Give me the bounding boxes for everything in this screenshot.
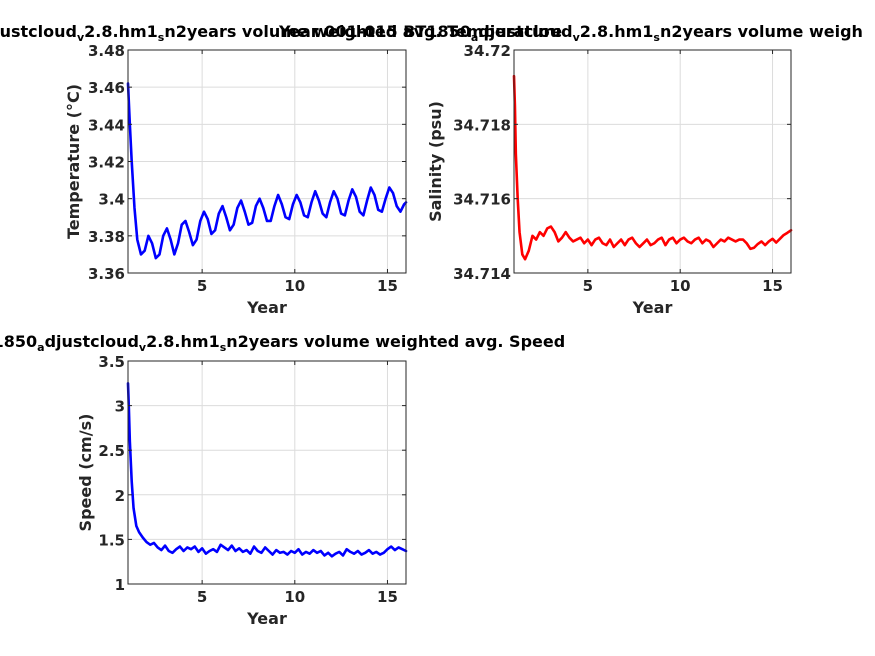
chart-panel-1: 5 10 15 3.36 3.38 3.4 3.42 3.44 3.46 3.48 Year Temp… <box>64 42 408 317</box>
y-tick-label: 3.42 <box>88 154 125 172</box>
chart-panel-2: 5 10 15 34.714 34.716 34.718 34.72 Year Salinity… <box>426 42 793 317</box>
title-segment: djustcloud <box>45 332 139 351</box>
chart-title: T1850adjustcloudv2.8.hm1sn2years volume … <box>0 22 562 44</box>
series-line-1 <box>126 82 408 260</box>
series-line-1 <box>126 382 408 558</box>
title-subscript: s <box>158 31 165 44</box>
x-tick-label: 15 <box>377 588 398 606</box>
title-segment: 5 BT1850 <box>0 332 37 351</box>
x-tick-label: 15 <box>762 277 783 295</box>
series-line-1 <box>512 74 793 261</box>
title-subscript: v <box>77 31 85 44</box>
title-segment: 2.8.hm1 <box>580 22 654 41</box>
y-axis-label: Temperature (°C) <box>64 84 83 239</box>
y-tick-label: 3.4 <box>98 191 125 209</box>
y-tick-label: 3.48 <box>88 42 125 60</box>
title-segment: n2years volume weigh <box>660 22 863 41</box>
title-segment: n2years volume weighted avg. Speed <box>226 332 565 351</box>
title-subscript: s <box>653 31 660 44</box>
plot-area <box>128 361 406 584</box>
plot-area <box>514 50 791 273</box>
y-tick-label: 3.5 <box>98 353 125 371</box>
title-subscript: v <box>573 31 581 44</box>
title-subscript: a <box>37 341 44 354</box>
x-tick-label: 15 <box>377 277 398 295</box>
axes-box <box>127 360 407 585</box>
y-tick-label: 3.46 <box>88 79 125 97</box>
chart-title-overlap: Year 001-015 BT1850adjustcloudv2.8.hm1sn… <box>278 22 863 44</box>
chart-title: 5 BT1850adjustcloudv2.8.hm1sn2years volu… <box>0 332 565 354</box>
x-tick-label: 10 <box>670 277 691 295</box>
x-tick-label: 5 <box>197 588 207 606</box>
y-axis-label: Salinity (psu) <box>426 101 445 222</box>
y-tick-label: 34.716 <box>453 191 511 209</box>
x-tick-label: 5 <box>583 277 593 295</box>
x-tick-label: 5 <box>197 277 207 295</box>
title-subscript: a <box>471 31 478 44</box>
title-segment: 2.8.hm1 <box>146 332 220 351</box>
y-tick-label: 3.44 <box>88 116 125 134</box>
y-tick-label: 3.38 <box>88 228 125 246</box>
x-tick-label: 10 <box>284 588 305 606</box>
x-axis-label: Year <box>246 298 287 317</box>
y-tick-label: 3 <box>115 398 125 416</box>
y-tick-label: 34.72 <box>464 42 511 60</box>
y-tick-label: 3.36 <box>88 265 125 283</box>
title-segment: djustcloud <box>0 22 77 41</box>
y-tick-label: 2.5 <box>98 442 125 460</box>
y-tick-label: 1.5 <box>98 531 125 549</box>
y-tick-label: 34.714 <box>453 265 511 283</box>
y-tick-label: 1 <box>115 576 125 594</box>
title-subscript: s <box>220 341 227 354</box>
title-segment: n2years volume weighted avg. Temperature <box>164 22 562 41</box>
x-axis-label: Year <box>632 298 673 317</box>
chart-panel-3: 5 10 15 1 1.5 2 2.5 3 3.5 Year Speed (cm/s) <box>76 353 408 628</box>
y-axis-label: Speed (cm/s) <box>76 414 95 532</box>
axes-box <box>513 49 792 274</box>
title-segment: Year 001-015 BT1850 <box>278 22 471 41</box>
y-tick-label: 34.718 <box>453 116 511 134</box>
title-segment: djustcloud <box>478 22 572 41</box>
x-tick-label: 10 <box>284 277 305 295</box>
title-segment: 2.8.hm1 <box>84 22 158 41</box>
title-subscript: v <box>139 341 147 354</box>
y-tick-label: 2 <box>115 487 125 505</box>
x-axis-label: Year <box>246 609 287 628</box>
